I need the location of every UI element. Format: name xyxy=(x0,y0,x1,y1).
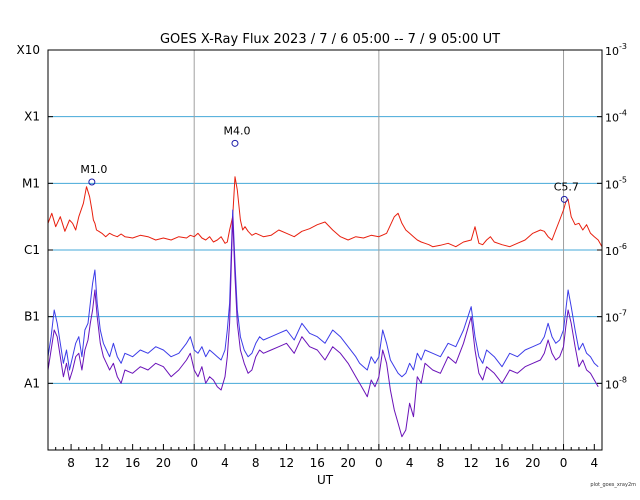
flux-series-line-1 xyxy=(47,176,603,248)
y-axis-flux-labels: 10-3 10-4 10-5 10-6 10-7 10-8 xyxy=(597,42,627,391)
y-flux-exponent: -4 xyxy=(619,109,627,118)
y-flux-exponent: -8 xyxy=(619,375,627,384)
x-tick-label: 8 xyxy=(437,456,445,470)
grid-lines xyxy=(48,50,602,450)
y-flux-label: 10-4 xyxy=(605,109,627,125)
y-flux-exponent: -5 xyxy=(619,175,627,184)
x-tick-label: 12 xyxy=(94,456,109,470)
flux-series-line-3 xyxy=(47,216,599,438)
y-flux-label: 10-5 xyxy=(605,175,627,191)
x-tick-label: 16 xyxy=(494,456,509,470)
x-axis-label: UT xyxy=(317,473,334,487)
x-tick-label: 16 xyxy=(125,456,140,470)
y-class-label: A1 xyxy=(24,376,40,390)
y-class-label: M1 xyxy=(22,176,40,190)
x-axis-ticks: 8 12 16 20 0 4 8 12 16 20 0 4 8 12 16 20 0 4 xyxy=(55,444,598,470)
chart-title: GOES X-Ray Flux 2023 / 7 / 6 05:00 -- 7 … xyxy=(160,32,500,47)
flare-label: C5.7 xyxy=(554,180,579,193)
x-tick-label: 8 xyxy=(252,456,260,470)
plot-credit: plot_goes_xray2m xyxy=(590,482,636,488)
x-tick-label: 4 xyxy=(221,456,229,470)
y-class-label: X1 xyxy=(24,110,40,124)
flare-marker xyxy=(88,178,96,186)
flare-label: M4.0 xyxy=(223,124,250,137)
x-tick-label: 4 xyxy=(406,456,414,470)
x-tick-label: 0 xyxy=(190,456,198,470)
y-flux-label: 10-7 xyxy=(605,309,627,325)
x-tick-label: 16 xyxy=(310,456,325,470)
y-axis-class-labels: X10 X1 M1 C1 B1 A1 xyxy=(17,43,53,390)
plot-frame xyxy=(47,49,603,451)
x-tick-label: 8 xyxy=(67,456,75,470)
x-tick-label: 20 xyxy=(156,456,171,470)
flare-label: M1.0 xyxy=(80,163,107,176)
y-class-label: B1 xyxy=(24,310,40,324)
x-tick-label: 0 xyxy=(375,456,383,470)
flare-annotations: M1.0 M4.0 C5.7 xyxy=(80,124,579,203)
y-flux-label: 10-3 xyxy=(605,42,627,58)
x-tick-label: 12 xyxy=(279,456,294,470)
x-tick-label: 20 xyxy=(340,456,355,470)
x-tick-label: 4 xyxy=(590,456,598,470)
y-class-label: C1 xyxy=(24,243,40,257)
y-flux-label: 10-8 xyxy=(605,375,627,391)
flux-series-line-2 xyxy=(47,209,599,378)
y-flux-exponent: -7 xyxy=(619,309,627,318)
y-class-label: X10 xyxy=(17,43,41,57)
x-tick-label: 12 xyxy=(464,456,479,470)
flare-marker xyxy=(231,139,239,147)
flare-marker xyxy=(560,195,568,203)
y-flux-exponent: -3 xyxy=(619,42,627,51)
y-flux-label: 10-6 xyxy=(605,242,627,258)
x-tick-label: 0 xyxy=(560,456,568,470)
x-tick-label: 20 xyxy=(525,456,540,470)
flux-series xyxy=(47,176,603,438)
y-flux-exponent: -6 xyxy=(619,242,627,251)
